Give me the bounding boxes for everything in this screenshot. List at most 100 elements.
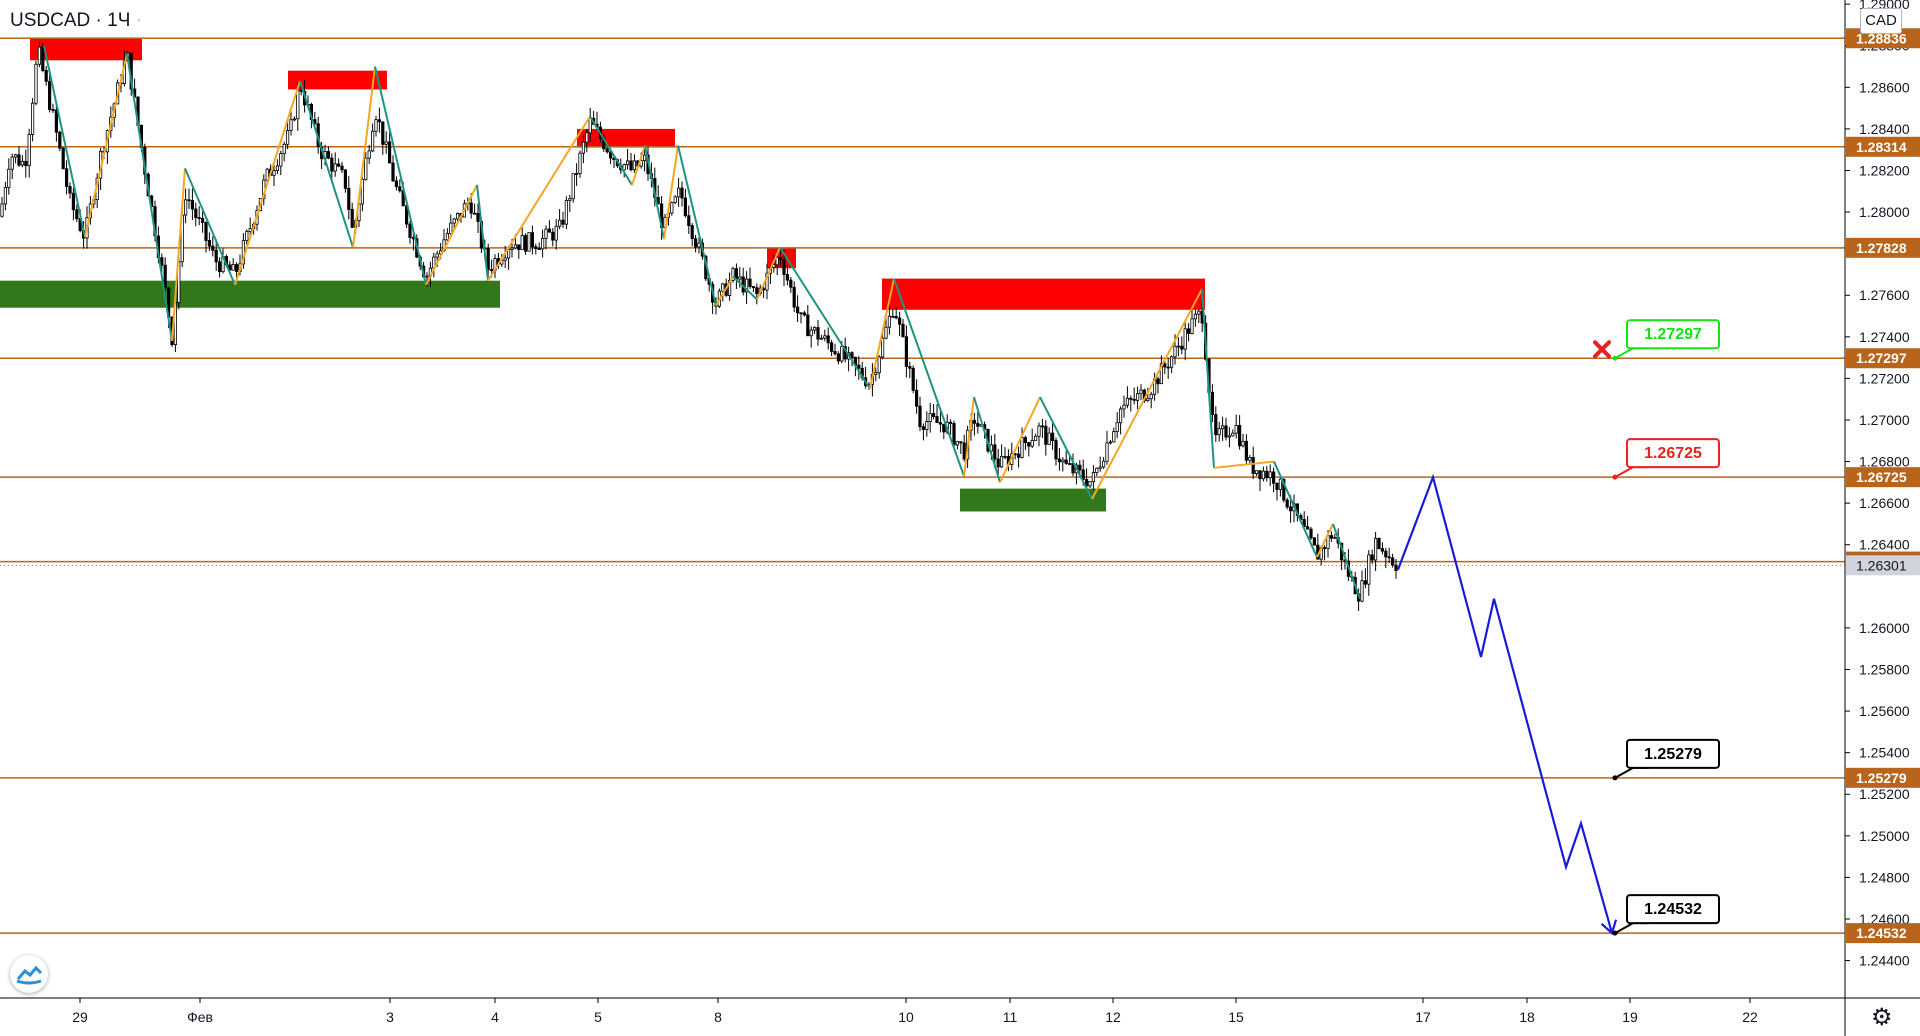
candle-body	[632, 160, 637, 171]
candle-body	[292, 118, 297, 121]
time-tick-label: 29	[72, 1009, 88, 1025]
candle-body	[1261, 470, 1265, 480]
candle-body	[1088, 481, 1092, 487]
candle-body	[830, 342, 834, 352]
candle-body	[915, 389, 919, 407]
zigzag-segment	[84, 53, 128, 238]
zigzag-segment	[779, 246, 871, 390]
candle-body	[503, 257, 507, 261]
candle-body	[374, 119, 378, 132]
candle-body	[561, 219, 565, 225]
candle-body	[510, 247, 514, 250]
candle-body	[775, 257, 779, 266]
candle-body	[17, 154, 21, 166]
candle-body	[1258, 470, 1262, 480]
candle-body	[1197, 310, 1201, 315]
candle-body	[1210, 391, 1214, 415]
candle-body	[836, 353, 841, 362]
candle-body	[925, 421, 929, 430]
zigzag-segment	[589, 115, 633, 186]
price-tick-label: 1.25000	[1859, 828, 1910, 844]
title-dot: ·	[135, 10, 142, 31]
candle-body	[1268, 471, 1272, 479]
callout-anchor	[1612, 930, 1618, 936]
candle-body	[272, 170, 276, 176]
level-price-tag	[1846, 923, 1920, 944]
candle-body	[1173, 345, 1177, 358]
candle-body	[1363, 580, 1367, 585]
candle-body	[377, 119, 382, 123]
candle-body	[1180, 345, 1184, 350]
candle-body	[1098, 466, 1102, 469]
candle-body	[1377, 537, 1381, 550]
candle-body	[1244, 440, 1248, 461]
candle-body	[1265, 470, 1269, 479]
candle-body	[204, 221, 208, 241]
candle-body	[826, 335, 830, 344]
candle-body	[813, 327, 817, 331]
price-axis[interactable]: 1.24400 1.24600 1.24800 1.25000 1.25200 1.254…	[1845, 0, 1920, 969]
candle-body	[809, 329, 813, 337]
candle-body	[336, 163, 341, 167]
candle-body	[874, 372, 878, 375]
candle-body	[629, 160, 633, 171]
candle-body	[779, 257, 783, 260]
candle-body	[194, 208, 198, 218]
candle-body	[1275, 482, 1279, 490]
zigzag-segment	[677, 145, 717, 306]
candle-body	[544, 228, 548, 239]
candle-body	[1238, 425, 1242, 447]
candle-body	[211, 245, 215, 251]
candle-body	[1115, 422, 1119, 432]
level-price-text: 1.28836	[1856, 30, 1907, 46]
zigzag-segment	[631, 145, 646, 186]
callout-label: 1.25279	[1644, 746, 1702, 763]
candle-body	[1125, 397, 1129, 406]
zigzag-segment	[1273, 461, 1318, 558]
candle-body	[1017, 453, 1021, 458]
candle-body	[1333, 536, 1337, 539]
price-tick-label: 1.24800	[1859, 869, 1910, 885]
time-axis[interactable]: 29 Фев 3 4 5 8 10 11 12 15 17 18 19 22	[72, 998, 1758, 1025]
candle-body	[571, 173, 575, 200]
candle-body	[391, 162, 395, 182]
price-tick-label: 1.24400	[1859, 953, 1910, 969]
candle-body	[568, 198, 572, 201]
gear-icon[interactable]: ⚙	[1871, 1004, 1893, 1031]
candle-body	[1306, 526, 1310, 530]
zigzag-segment	[893, 278, 965, 477]
candle-body	[75, 209, 79, 220]
candle-body	[24, 160, 28, 167]
level-price-text: 1.28314	[1856, 139, 1907, 155]
candle-body	[694, 238, 698, 248]
forecast-path	[1396, 473, 1614, 934]
zigzag-segment	[1316, 523, 1334, 558]
candle-body	[10, 156, 14, 170]
time-tick-label: 5	[594, 1009, 602, 1025]
callout-anchor	[1612, 474, 1618, 480]
demand-zone	[0, 280, 500, 308]
candle-body	[928, 413, 932, 422]
candle-body	[231, 264, 235, 271]
candle-body	[347, 187, 351, 210]
candle-body	[1367, 554, 1371, 585]
level-price-tag	[1846, 767, 1920, 788]
candle-body	[1159, 363, 1163, 385]
candle-body	[476, 212, 480, 222]
symbol-title[interactable]: USDCAD · 1Ч ·	[10, 10, 142, 32]
zigzag-layer	[43, 45, 1361, 600]
candle-body	[58, 131, 62, 149]
candle-body	[823, 335, 827, 339]
candle-body	[41, 46, 45, 71]
candle-body	[578, 152, 582, 174]
currency-badge[interactable]: CAD	[1860, 8, 1902, 34]
time-tick-label: 4	[491, 1009, 499, 1025]
level-price-text: 1.27828	[1856, 240, 1907, 256]
tradingview-logo-icon[interactable]	[10, 955, 48, 993]
candle-body	[1023, 437, 1027, 444]
zigzag-segment	[126, 53, 173, 342]
zigzag-segment	[1332, 523, 1361, 600]
time-tick-label: 19	[1622, 1009, 1638, 1025]
candle-body	[1285, 499, 1289, 508]
